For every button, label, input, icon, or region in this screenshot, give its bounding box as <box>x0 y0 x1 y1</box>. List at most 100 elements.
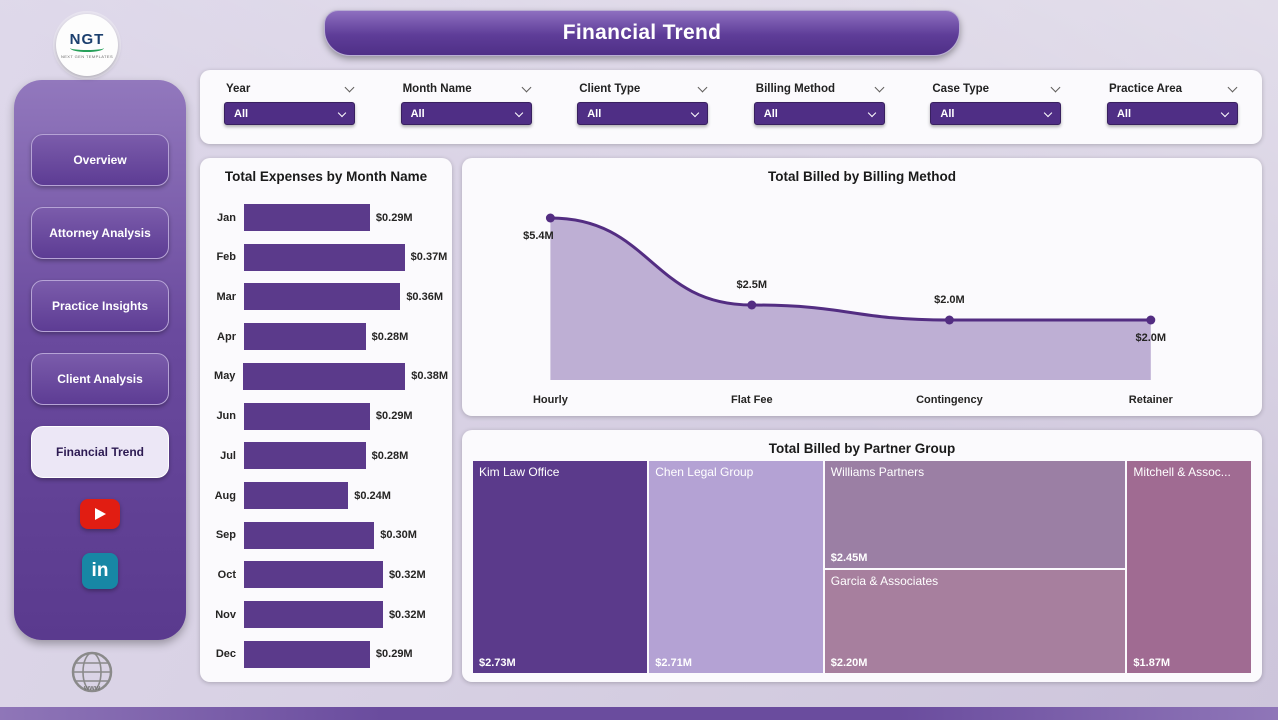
filter-header: Case Type <box>930 82 1061 95</box>
bar[interactable] <box>244 561 383 589</box>
bar[interactable] <box>244 243 405 271</box>
chart-title: Total Billed by Partner Group <box>768 441 956 456</box>
bar-row[interactable]: Aug $0.24M <box>206 482 448 510</box>
sidebar: Overview Attorney Analysis Practice Insi… <box>14 80 186 640</box>
sidebar-item-client-analysis[interactable]: Client Analysis <box>31 353 169 405</box>
bar-category-label: Apr <box>217 330 236 343</box>
chevron-down-icon <box>337 108 347 117</box>
partner-treemap: Kim Law Office $2.73M Chen Legal Group $… <box>472 460 1252 674</box>
filter-year: Year All <box>224 82 355 144</box>
bar-category-label: Jan <box>217 211 236 224</box>
data-label: $2.0M <box>1135 332 1167 344</box>
treemap-cell-garcia-associates[interactable]: Garcia & Associates $2.20M <box>823 568 1127 674</box>
bar[interactable] <box>244 402 370 430</box>
filter-value: All <box>1116 107 1132 120</box>
treemap-cell-name: Kim Law Office <box>479 465 560 479</box>
bar-row[interactable]: Feb $0.37M <box>206 243 448 271</box>
bar-row[interactable]: Jul $0.28M <box>206 442 448 470</box>
sidebar-item-label: Attorney Analysis <box>49 226 151 240</box>
filter-case-type: Case Type All <box>930 82 1062 144</box>
bar[interactable] <box>244 601 383 629</box>
sidebar-item-attorney-analysis[interactable]: Attorney Analysis <box>31 207 169 259</box>
billing-area-chart[interactable]: $5.4M $2.5M $2.0M $2.0M Hourly Flat Fee Contin… <box>482 194 1242 406</box>
treemap-cell-chen-legal-group[interactable]: Chen Legal Group $2.71M <box>648 460 824 674</box>
bar-row[interactable]: Apr $0.28M <box>206 323 448 351</box>
bar[interactable] <box>244 442 366 470</box>
filter-dropdown[interactable]: All <box>577 102 709 125</box>
data-label: $5.4M <box>523 230 554 242</box>
logo-subtext: NEXT GEN TEMPLATES <box>60 54 114 59</box>
bar-value-label: $0.32M <box>388 608 426 621</box>
chevron-down-icon[interactable] <box>521 82 532 93</box>
bar-value-label: $0.37M <box>410 251 448 264</box>
filter-month-name: Month Name All <box>400 82 532 144</box>
treemap-cell-williams-partners[interactable]: Williams Partners $2.45M <box>823 460 1127 569</box>
bar-value-label: $0.30M <box>380 529 417 542</box>
youtube-icon[interactable] <box>80 499 120 529</box>
bar-category-label: Mar <box>216 290 236 303</box>
sidebar-item-overview[interactable]: Overview <box>31 134 169 186</box>
bar-value-label: $0.29M <box>375 410 413 423</box>
treemap-cell-value: $2.71M <box>655 657 692 669</box>
filter-billing-method: Billing Method All <box>753 82 885 144</box>
treemap-cell-value: $1.87M <box>1133 657 1171 669</box>
chevron-down-icon[interactable] <box>874 82 885 93</box>
filter-label: Year <box>226 83 251 95</box>
bar-row[interactable]: May $0.38M <box>206 362 448 390</box>
website-globe-icon[interactable]: www <box>70 650 114 694</box>
chevron-down-icon[interactable] <box>697 82 708 93</box>
chevron-down-icon[interactable] <box>1050 82 1061 93</box>
bar-category-label: Jul <box>220 449 236 462</box>
bar-row[interactable]: Dec $0.29M <box>206 640 448 668</box>
treemap-cell-name: Williams Partners <box>830 465 925 479</box>
sidebar-item-label: Overview <box>73 153 127 167</box>
bar-row[interactable]: Nov $0.32M <box>206 601 448 629</box>
bar-row[interactable]: Sep $0.30M <box>206 521 448 549</box>
filter-client-type: Client Type All <box>577 82 709 144</box>
filters-panel: Year All Month Name All Client Type <box>200 70 1262 144</box>
filter-value: All <box>763 107 778 120</box>
filter-dropdown[interactable]: All <box>930 102 1062 125</box>
chevron-down-icon[interactable] <box>1227 82 1238 93</box>
filter-dropdown[interactable]: All <box>1106 102 1238 125</box>
bar-row[interactable]: Jan $0.29M <box>206 204 448 231</box>
filter-dropdown[interactable]: All <box>753 102 885 125</box>
bar[interactable] <box>244 521 375 549</box>
bar-row[interactable]: Jun $0.29M <box>206 402 448 430</box>
bar[interactable] <box>244 283 401 311</box>
treemap-cell-value: $2.20M <box>830 656 868 669</box>
filter-practice-area: Practice Area All <box>1106 82 1238 144</box>
filter-label: Client Type <box>579 83 641 95</box>
sidebar-item-practice-insights[interactable]: Practice Insights <box>31 280 169 332</box>
expenses-bar-rows: Jan $0.29M Feb $0.37M Mar $0.36M Apr $0.28M May $… <box>206 204 448 668</box>
expenses-chart-card: Total Expenses by Month Name Jan $0.29M Fe… <box>200 158 452 682</box>
bar[interactable] <box>244 323 366 351</box>
area-chart-svg <box>545 213 1156 380</box>
bar[interactable] <box>244 482 349 510</box>
filter-header: Client Type <box>577 82 708 95</box>
treemap-cell-mitchell-associates[interactable]: Mitchell & Assoc... $1.87M <box>1126 460 1252 674</box>
data-label: $2.5M <box>736 279 768 291</box>
bar-value-label: $0.29M <box>375 648 413 661</box>
bar-row[interactable]: Mar $0.36M <box>206 283 448 311</box>
bar[interactable] <box>244 640 370 668</box>
filter-dropdown[interactable]: All <box>400 102 532 125</box>
filter-header: Year <box>224 82 355 95</box>
filter-dropdown[interactable]: All <box>224 102 355 125</box>
bar-category-label: Dec <box>215 648 236 661</box>
chart-title: Total Billed by Billing Method <box>768 169 956 184</box>
filter-value: All <box>234 107 249 120</box>
chevron-down-icon <box>1044 108 1053 117</box>
x-axis-label: Hourly <box>532 394 568 406</box>
sidebar-item-financial-trend[interactable]: Financial Trend <box>31 426 169 478</box>
filter-value: All <box>587 107 602 120</box>
bar[interactable] <box>243 362 406 390</box>
bar-row[interactable]: Oct $0.32M <box>206 561 448 589</box>
treemap-cell-name: Garcia & Associates <box>830 573 939 588</box>
bar-value-label: $0.36M <box>406 290 444 303</box>
chevron-down-icon[interactable] <box>344 82 355 93</box>
treemap-cell-value: $2.45M <box>830 551 868 564</box>
linkedin-icon[interactable]: in <box>82 553 118 589</box>
treemap-cell-kim-law-office[interactable]: Kim Law Office $2.73M <box>472 460 649 674</box>
bar[interactable] <box>244 204 370 231</box>
